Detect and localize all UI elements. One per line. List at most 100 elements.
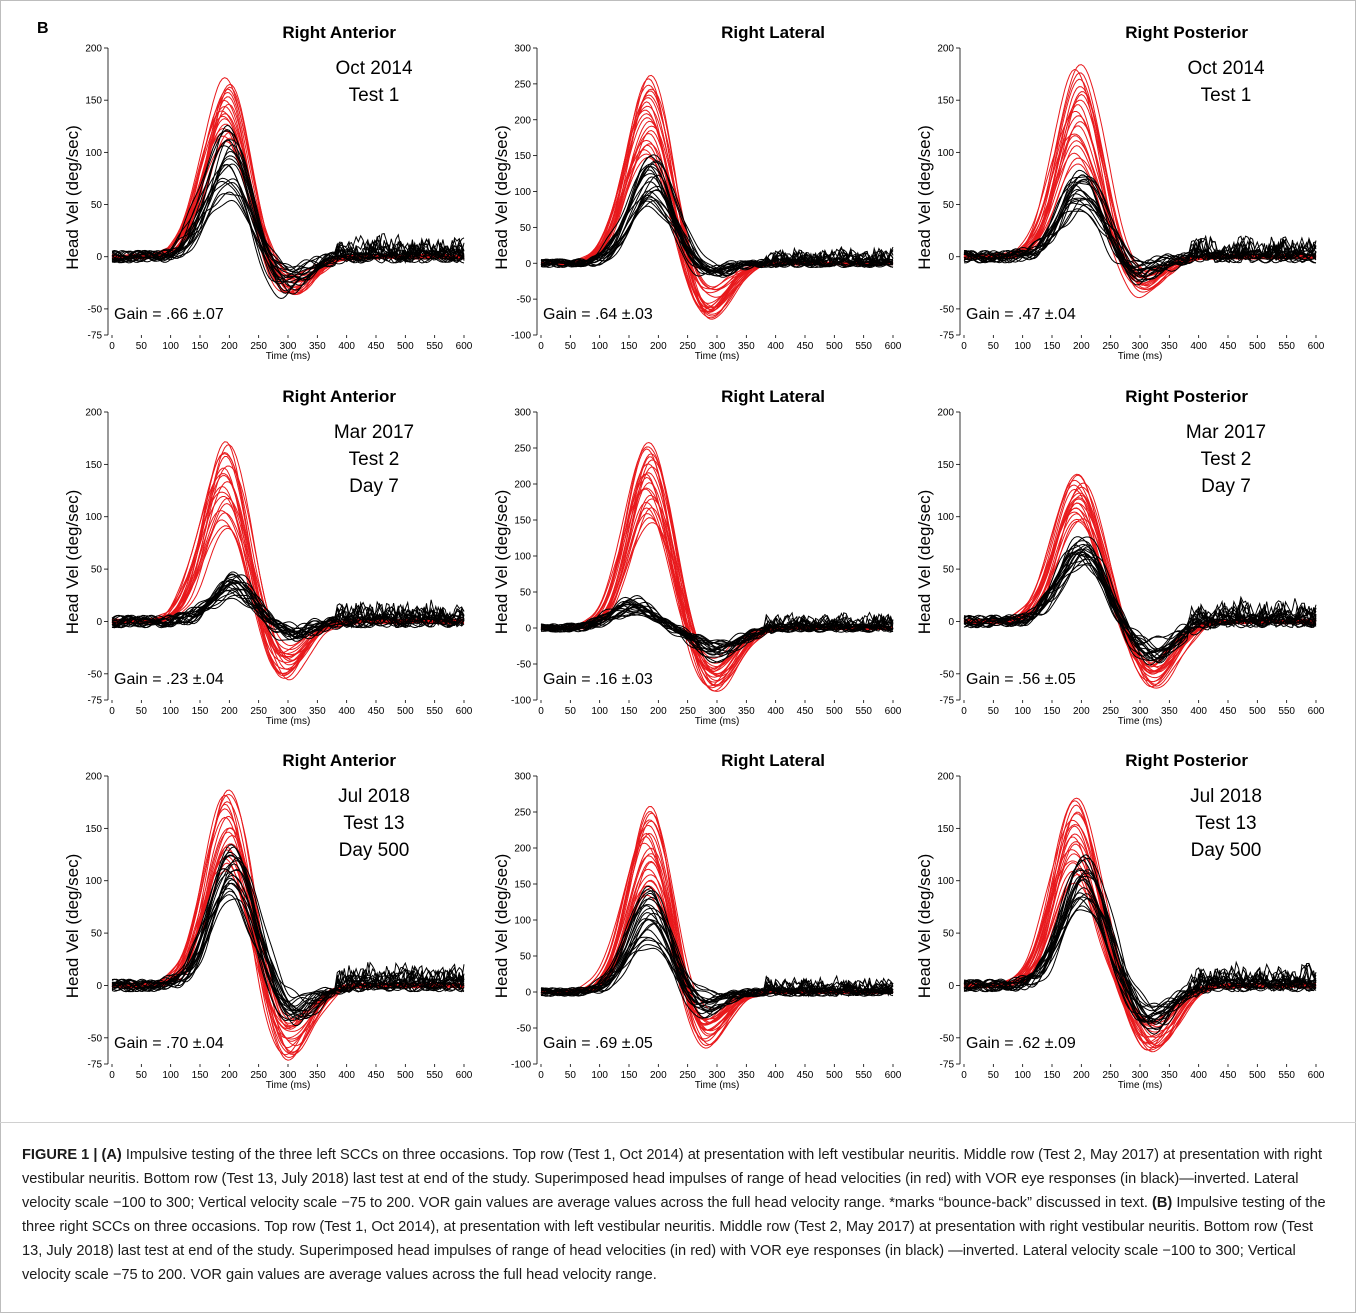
trace-line: [540, 596, 894, 650]
trace-line: [963, 869, 1317, 1014]
trace-line: [963, 897, 1317, 1012]
trace-line: [540, 129, 894, 313]
y-tick-label: -100: [511, 331, 531, 342]
trace-line: [111, 855, 465, 999]
y-tick-label: -75: [88, 1060, 103, 1071]
x-tick-label: 600: [1308, 1070, 1325, 1081]
gain-label: Gain = .16 ±.03: [543, 671, 653, 688]
chart-panel: -75 -50 0 50 100 150 200 0 50 100 150 200 250 300 350 4…: [915, 751, 1325, 1091]
y-tick-label: -50: [940, 1033, 955, 1044]
trace-line: [111, 816, 465, 1030]
trace-line: [540, 156, 894, 275]
trace-line: [963, 184, 1317, 272]
trace-line: [540, 507, 894, 687]
y-tick-label: 0: [525, 624, 531, 635]
trace-line: [540, 161, 894, 271]
x-tick-label: 150: [621, 706, 638, 717]
y-tick-label: 50: [943, 200, 955, 211]
y-tick-label: 50: [520, 588, 532, 599]
trace-line: [964, 176, 1317, 274]
y-tick-label: 150: [937, 96, 954, 107]
x-tick-label: 500: [397, 706, 414, 717]
trace-line: [111, 843, 465, 1027]
trace-line: [111, 124, 465, 287]
trace-line: [963, 544, 1317, 659]
x-tick-label: 200: [221, 341, 238, 352]
y-tick-label: 100: [514, 552, 531, 563]
gain-label: Gain = .69 ±.05: [543, 1035, 653, 1052]
x-tick-label: 300: [280, 1070, 297, 1081]
x-tick-label: 250: [679, 1070, 696, 1081]
y-axis-title: Head Vel (deg/sec): [492, 854, 511, 999]
trace-line: [540, 446, 894, 664]
trace-line: [963, 174, 1317, 281]
x-tick-label: 600: [1308, 341, 1325, 352]
y-tick-label: 150: [514, 516, 531, 527]
panel-title: Right Posterior: [1125, 23, 1248, 42]
x-tick-label: 500: [397, 341, 414, 352]
trace-line: [963, 540, 1317, 660]
trace-line: [963, 875, 1317, 1009]
trace-line: [111, 145, 465, 294]
figure-caption: FIGURE 1 | (A) Impulsive testing of the …: [22, 1143, 1336, 1287]
trace-line: [111, 497, 464, 661]
x-tick-label: 250: [1102, 706, 1119, 717]
x-tick-label: 450: [797, 706, 814, 717]
x-tick-label: 200: [221, 1070, 238, 1081]
trace-line: [540, 472, 894, 692]
chart-panel: -75 -50 0 50 100 150 200 0 50 100 150 200 250 300 350 4…: [915, 387, 1325, 727]
x-tick-label: 50: [565, 1070, 577, 1081]
x-tick-label: 350: [309, 341, 326, 352]
x-tick-label: 450: [368, 706, 385, 717]
trace-line: [112, 128, 465, 291]
trace-line: [963, 558, 1317, 650]
x-tick-label: 100: [1014, 706, 1031, 717]
x-tick-label: 0: [538, 1070, 544, 1081]
test-date-label: Oct 2014: [1187, 58, 1265, 79]
x-tick-label: 550: [426, 706, 443, 717]
x-tick-label: 150: [621, 1070, 638, 1081]
x-tick-label: 550: [855, 341, 872, 352]
test-date-label: Test 2: [1201, 449, 1252, 470]
x-tick-label: 600: [885, 1070, 902, 1081]
y-tick-label: 100: [85, 148, 102, 159]
trace-line: [540, 889, 894, 1015]
y-tick-label: 50: [520, 952, 532, 963]
trace-line: [541, 149, 894, 313]
x-tick-label: 400: [1190, 706, 1207, 717]
x-tick-label: 600: [456, 341, 473, 352]
trace-line: [111, 527, 465, 658]
trace-line: [963, 857, 1317, 1008]
x-tick-label: 300: [280, 341, 297, 352]
trace-line: [111, 580, 465, 635]
test-date-label: Test 1: [349, 85, 400, 106]
trace-line: [111, 576, 465, 633]
y-tick-label: 300: [514, 408, 531, 419]
trace-line: [963, 502, 1317, 679]
trace-line: [963, 181, 1317, 281]
y-tick-label: -75: [88, 331, 103, 342]
x-tick-label: 300: [1132, 706, 1149, 717]
x-tick-label: 500: [826, 1070, 843, 1081]
y-tick-label: -50: [940, 304, 955, 315]
y-tick-label: 0: [948, 617, 954, 628]
trace-line: [540, 487, 894, 692]
test-date-label: Mar 2017: [1186, 422, 1266, 443]
y-tick-label: 200: [85, 408, 102, 419]
x-tick-label: 600: [456, 1070, 473, 1081]
trace-line: [540, 603, 894, 651]
y-tick-label: 100: [937, 148, 954, 159]
x-tick-label: 450: [368, 1070, 385, 1081]
test-date-label: Mar 2017: [334, 422, 414, 443]
trace-line: [963, 892, 1317, 1023]
x-axis-title: Time (ms): [1118, 1080, 1163, 1091]
x-tick-label: 300: [1132, 1070, 1149, 1081]
y-tick-label: 50: [520, 223, 532, 234]
trace-line: [540, 117, 894, 315]
trace-line: [111, 585, 465, 638]
trace-line: [963, 536, 1317, 662]
trace-line: [111, 502, 465, 662]
chart-panel: -75 -50 0 50 100 150 200 0 50 100 150 200 250 300 350 4…: [915, 23, 1325, 362]
trace-line: [111, 803, 465, 1061]
y-axis-title: Head Vel (deg/sec): [915, 854, 934, 999]
